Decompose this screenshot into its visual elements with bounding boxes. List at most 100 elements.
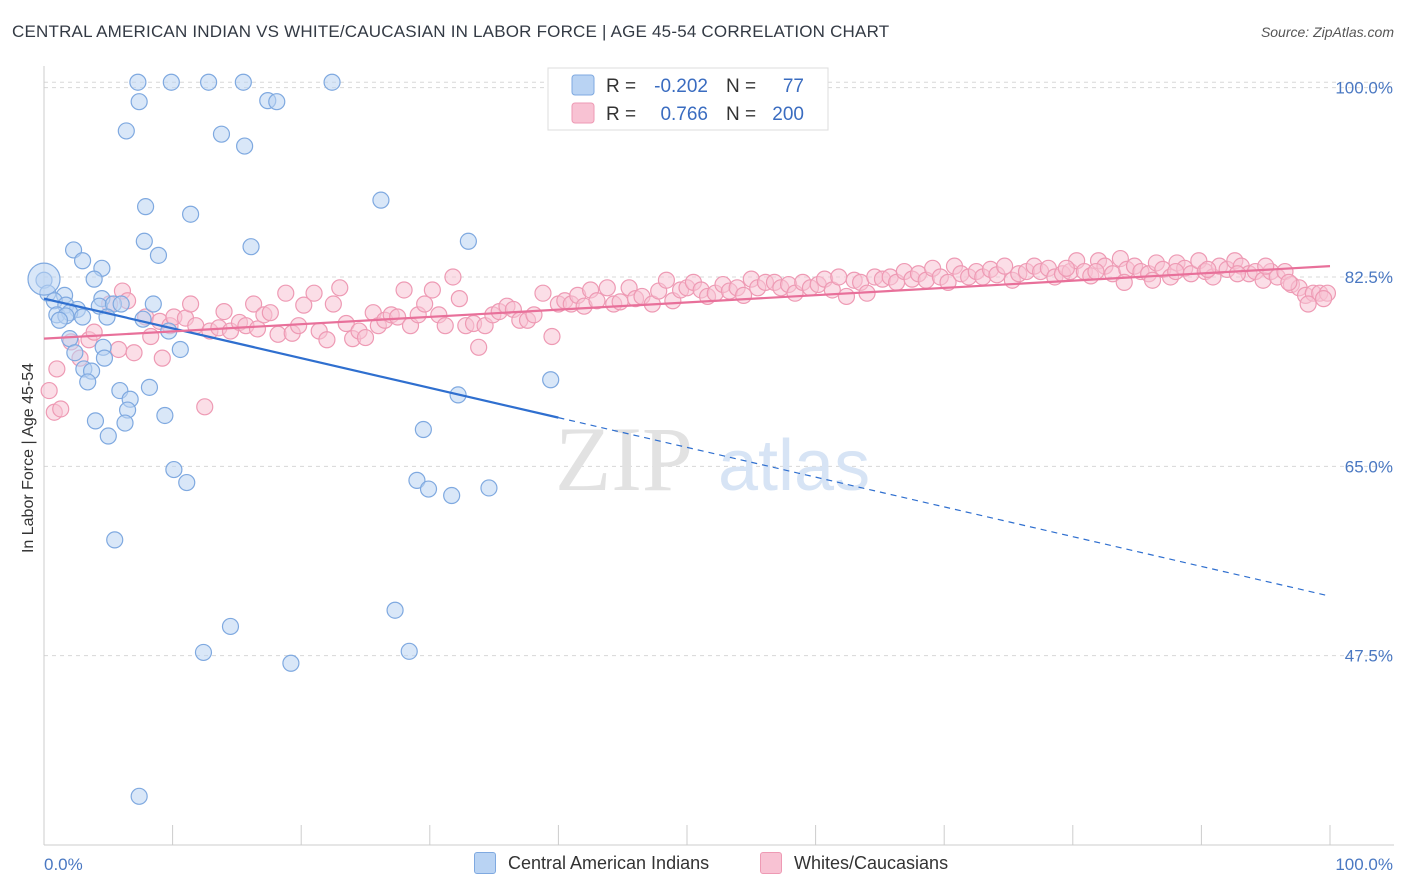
white-caucasian-point-38 <box>305 284 323 302</box>
central-american-indian-point-66 <box>106 531 124 549</box>
white-caucasian-point-0 <box>40 381 58 400</box>
bottom-legend: Central American Indians Whites/Caucasia… <box>0 852 1406 878</box>
central-american-indian-point-72 <box>130 787 148 805</box>
central-american-indian-point-57 <box>116 414 134 432</box>
white-caucasian-point-113 <box>830 268 848 286</box>
x-tick-labels: 0.0% 100.0% <box>44 855 1393 874</box>
white-caucasian-point-51 <box>389 308 407 326</box>
white-caucasian-point-25 <box>215 303 233 321</box>
central-american-indian-point-64 <box>443 486 461 505</box>
legend-blue-swatch <box>571 74 595 96</box>
white-caucasian-point-43 <box>337 314 355 333</box>
legend-pink-r-value: 0.766 <box>660 104 708 125</box>
central-american-indian-point-49 <box>140 378 159 396</box>
white-caucasian-point-41 <box>324 295 342 313</box>
legend-blue-r-value: -0.202 <box>654 76 708 97</box>
white-caucasian-point-40 <box>318 331 336 349</box>
x-tick-label-min: 0.0% <box>44 855 83 874</box>
y-tick-label-2: 82.5% <box>1345 268 1393 287</box>
legend-pink-swatch <box>571 102 595 124</box>
white-caucasian-point-3 <box>48 360 66 378</box>
central-american-indian-point-43 <box>171 340 189 359</box>
legend-blue-n-value: 77 <box>783 76 804 97</box>
white-caucasian-point-37 <box>295 296 313 314</box>
white-caucasian-point-20 <box>182 295 200 313</box>
white-caucasian-point-58 <box>436 317 454 335</box>
white-caucasian-point-187 <box>1199 260 1217 279</box>
white-caucasian-point-42 <box>331 279 349 297</box>
x-tick-label-max: 100.0% <box>1335 855 1393 874</box>
white-caucasian-point-71 <box>525 306 543 324</box>
central-american-indian-point-9 <box>212 125 231 143</box>
central-american-indian-point-19 <box>73 252 92 270</box>
white-caucasian-point-184 <box>1280 273 1298 291</box>
central-american-indian-point-8 <box>117 122 135 140</box>
central-american-indian-point-31 <box>112 295 130 313</box>
central-american-indian-point-16 <box>459 232 477 250</box>
white-caucasian-point-14 <box>142 327 160 346</box>
chart-title: CENTRAL AMERICAN INDIAN VS WHITE/CAUCASI… <box>12 22 890 41</box>
white-caucasian-point-33 <box>269 325 287 343</box>
watermark-zip: ZIP <box>555 408 693 510</box>
central-american-indian-point-63 <box>419 480 438 498</box>
blue-trendline <box>43 297 559 419</box>
white-caucasian-point-72 <box>534 284 552 302</box>
central-american-indian-point-48 <box>79 373 97 391</box>
central-american-indian-point-53 <box>542 371 560 389</box>
legend-blue-r-label: R = <box>606 76 636 97</box>
white-caucasian-point-30 <box>248 320 267 338</box>
series-whites-caucasians <box>40 249 1337 421</box>
white-caucasian-point-59 <box>444 268 462 286</box>
central-american-indian-point-32 <box>144 295 162 313</box>
white-caucasian-point-114 <box>837 287 856 306</box>
white-caucasian-point-56 <box>423 281 441 299</box>
central-american-indian-cluster-point <box>27 262 61 296</box>
central-american-indian-point-15 <box>242 238 260 256</box>
white-caucasian-point-191 <box>1087 262 1105 281</box>
central-american-indian-point-56 <box>86 412 105 430</box>
central-american-indian-point-55 <box>156 406 174 425</box>
central-american-indian-point-13 <box>182 205 200 223</box>
legend-swatch-blue <box>474 852 496 874</box>
watermark-atlas: atlas <box>718 426 870 506</box>
central-american-indian-point-2 <box>200 73 218 91</box>
y-tick-label-1: 65.0% <box>1345 457 1393 476</box>
legend-item-central-american-indians: Central American Indians <box>474 852 709 874</box>
series-central-american-indians <box>27 73 560 805</box>
white-caucasian-point-182 <box>1314 290 1333 308</box>
y-tick-label-0: 47.5% <box>1345 647 1393 666</box>
central-american-indian-point-62 <box>408 471 426 489</box>
legend-label-central-american-indians: Central American Indians <box>508 852 710 873</box>
legend-item-whites-caucasians: Whites/Caucasians <box>760 852 948 874</box>
white-caucasian-point-7 <box>85 323 103 341</box>
central-american-indian-point-58 <box>414 420 432 439</box>
central-american-indian-point-67 <box>386 601 404 619</box>
central-american-indian-point-10 <box>236 137 254 155</box>
white-caucasian-point-29 <box>245 295 263 313</box>
central-american-indian-point-1 <box>162 73 180 91</box>
legend-blue-n-label: N = <box>726 76 756 97</box>
central-american-indian-point-36 <box>50 311 69 329</box>
central-american-indian-point-44 <box>66 344 84 362</box>
watermark: ZIP atlas <box>555 408 870 510</box>
central-american-indian-point-22 <box>85 270 103 288</box>
y-tick-labels: 47.5% 65.0% 82.5% 100.0% <box>1335 79 1393 666</box>
white-caucasian-point-186 <box>1228 265 1247 283</box>
white-caucasian-point-136 <box>996 257 1014 275</box>
white-caucasian-point-22 <box>196 398 214 416</box>
white-caucasian-point-32 <box>261 304 279 322</box>
central-american-indian-point-3 <box>234 73 252 91</box>
white-caucasian-point-63 <box>470 338 488 356</box>
y-tick-label-3: 100.0% <box>1335 79 1393 98</box>
white-caucasian-point-100 <box>734 286 753 304</box>
white-caucasian-point-185 <box>1257 257 1275 275</box>
white-caucasian-point-189 <box>1143 271 1162 289</box>
pink-trendline <box>43 265 1331 340</box>
central-american-indian-point-37 <box>73 308 92 326</box>
central-american-indian-point-5 <box>130 93 148 111</box>
gridlines <box>44 81 1394 657</box>
white-caucasian-point-188 <box>1167 262 1185 281</box>
central-american-indian-point-69 <box>194 643 213 662</box>
central-american-indian-point-14 <box>135 232 153 250</box>
